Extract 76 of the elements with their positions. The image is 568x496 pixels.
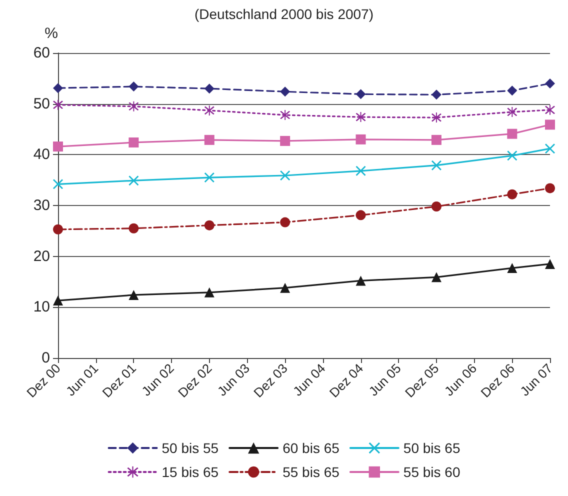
x-tick-label: Jun 06 xyxy=(441,360,480,399)
legend-label: 50 bis 55 xyxy=(162,440,219,456)
point xyxy=(545,120,555,130)
point xyxy=(545,104,555,115)
point xyxy=(545,258,555,269)
point xyxy=(204,105,214,116)
point xyxy=(53,179,63,190)
point xyxy=(431,160,442,170)
y-tick-label: 40 xyxy=(33,146,50,164)
point xyxy=(507,189,518,200)
chart-subtitle: (Deutschland 2000 bis 2007) xyxy=(194,6,374,22)
x-tick-label: Jun 02 xyxy=(138,360,177,399)
point xyxy=(53,83,63,94)
x-tick-label: Jun 07 xyxy=(517,360,556,399)
legend-label: 55 bis 65 xyxy=(282,464,340,480)
point xyxy=(431,90,442,100)
point xyxy=(545,78,555,88)
point xyxy=(545,183,555,194)
point xyxy=(128,137,139,148)
point xyxy=(356,112,366,122)
point xyxy=(431,202,442,212)
point xyxy=(356,276,366,286)
x-tick-label: Dez 06 xyxy=(478,360,518,400)
point xyxy=(280,110,290,120)
point xyxy=(204,84,214,94)
point xyxy=(280,170,290,181)
point xyxy=(128,101,139,112)
point xyxy=(204,172,214,183)
y-tick-label: 20 xyxy=(33,248,50,265)
legend-label: 15 bis 65 xyxy=(162,464,219,480)
point xyxy=(280,282,290,293)
point xyxy=(280,136,290,146)
x-tick-label: Dez 04 xyxy=(326,360,366,400)
point xyxy=(280,86,290,97)
x-tick-label: Jun 04 xyxy=(290,360,328,399)
x-tick-label: Dez 02 xyxy=(174,360,215,400)
point xyxy=(128,290,139,300)
x-tick-label: Jun 01 xyxy=(62,360,102,399)
point xyxy=(507,150,518,161)
point xyxy=(280,217,290,228)
y-axis-title: % xyxy=(44,25,58,42)
legend-label: 55 bis 60 xyxy=(403,464,460,480)
point xyxy=(507,128,518,139)
point xyxy=(356,210,366,220)
point xyxy=(204,220,214,230)
point xyxy=(431,272,442,282)
point xyxy=(53,224,63,234)
x-tick-label: Jun 03 xyxy=(214,360,253,399)
x-tick-label: Jun 05 xyxy=(366,360,404,399)
x-tick-label: Dez 03 xyxy=(250,360,290,400)
point xyxy=(507,263,518,274)
point xyxy=(356,166,366,176)
point xyxy=(128,82,139,92)
point xyxy=(431,112,442,123)
point xyxy=(128,176,139,186)
point xyxy=(507,86,518,96)
point xyxy=(545,144,555,154)
point xyxy=(507,106,518,117)
point xyxy=(356,89,366,100)
point xyxy=(204,134,214,145)
y-tick-label: 30 xyxy=(33,197,50,214)
y-tick-label: 0 xyxy=(42,350,50,366)
point xyxy=(53,296,63,306)
y-tick-label: 10 xyxy=(33,298,50,316)
point xyxy=(356,134,366,144)
point xyxy=(431,134,442,145)
y-tick-label: 50 xyxy=(33,95,50,112)
legend-label: 60 bis 65 xyxy=(282,440,340,456)
x-tick-label: Dez 01 xyxy=(99,360,139,400)
y-tick-label: 60 xyxy=(33,44,50,62)
point xyxy=(204,287,214,298)
legend-label: 50 bis 65 xyxy=(403,440,460,456)
point xyxy=(53,100,63,110)
point xyxy=(53,142,63,152)
point xyxy=(128,223,139,234)
x-tick-label: Dez 05 xyxy=(402,360,442,400)
